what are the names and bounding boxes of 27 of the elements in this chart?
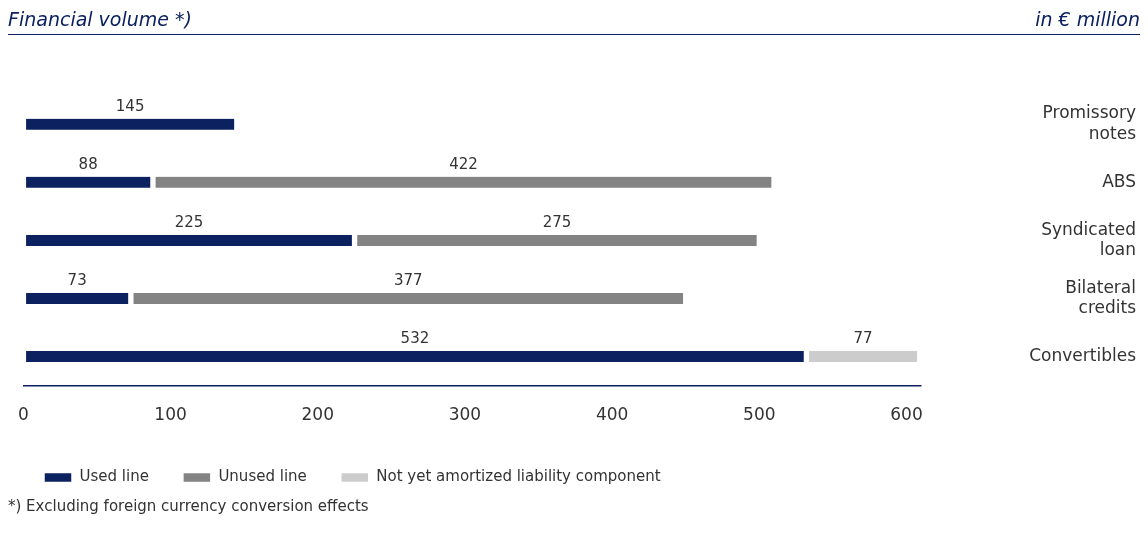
data-label: 225 [174, 212, 204, 231]
x-tick-label: 300 [448, 404, 482, 425]
legend-label: Not yet amortized liability component [376, 467, 661, 486]
data-label: 377 [393, 270, 423, 289]
text: *) Excluding foreign currency conversion effects [8, 497, 370, 515]
x-tick-label: 100 [154, 404, 187, 425]
data-label: 275 [542, 212, 572, 231]
data-label: 532 [400, 328, 430, 347]
y-tick-label: Promissory notes [1042, 102, 1137, 143]
text: in € million [1035, 8, 1140, 30]
x-tick-label: 600 [890, 404, 923, 425]
data-label: 77 [853, 328, 873, 347]
x-tick-label: 200 [301, 404, 334, 425]
y-tick-label: ABS [1102, 170, 1136, 191]
y-tick-label: Bilateral credits [1065, 276, 1137, 318]
y-tick-label: Convertibles [1029, 344, 1137, 365]
data-label: 73 [67, 270, 87, 289]
data-label: 145 [115, 96, 145, 115]
x-tick-label: 0 [17, 404, 29, 425]
legend-label: Unused line [218, 467, 307, 486]
y-tick-label: Syndicated loan [1041, 218, 1136, 260]
x-tick-label: 500 [743, 404, 776, 425]
chart-title: Financial volume *) [8, 8, 192, 30]
data-label: 422 [449, 154, 478, 173]
data-label: 88 [78, 154, 98, 173]
x-tick-label: 400 [595, 404, 629, 425]
legend-label: Used line [79, 467, 149, 486]
